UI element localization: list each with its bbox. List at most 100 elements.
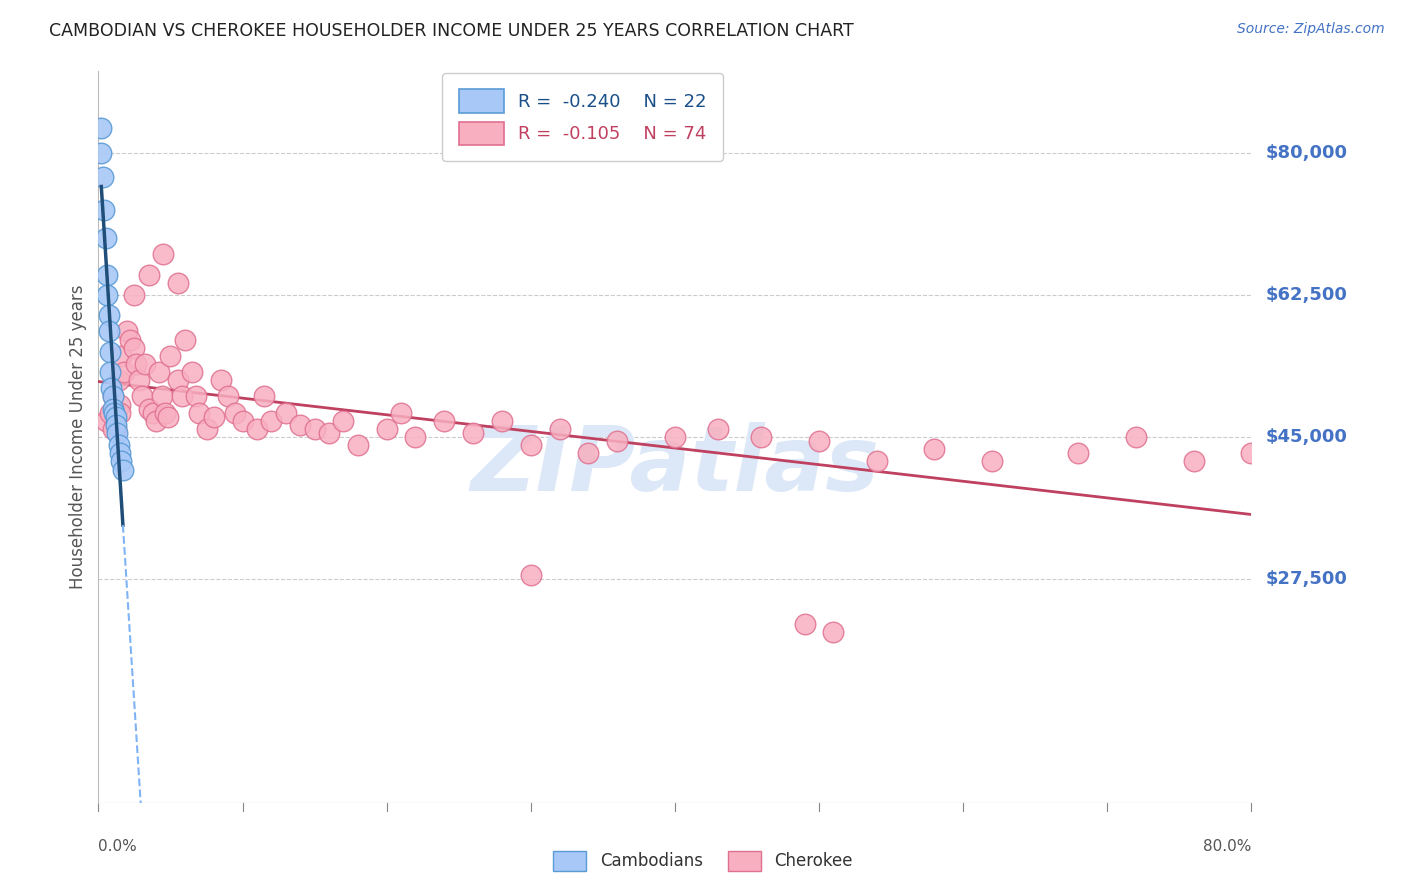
Point bbox=[103, 406, 125, 420]
Legend: Cambodians, Cherokee: Cambodians, Cherokee bbox=[544, 842, 862, 880]
Point bbox=[866, 454, 889, 468]
Point bbox=[188, 406, 211, 420]
Point bbox=[606, 434, 628, 449]
Text: $27,500: $27,500 bbox=[1265, 570, 1347, 589]
Point bbox=[170, 389, 193, 403]
Point bbox=[124, 288, 146, 302]
Point bbox=[96, 288, 118, 302]
Point bbox=[332, 414, 354, 428]
Point bbox=[217, 389, 239, 403]
Point bbox=[209, 373, 232, 387]
Point bbox=[290, 417, 312, 432]
Text: $45,000: $45,000 bbox=[1265, 428, 1347, 446]
Point bbox=[104, 409, 127, 424]
Point bbox=[110, 349, 132, 363]
Point bbox=[491, 414, 513, 428]
Text: $62,500: $62,500 bbox=[1265, 285, 1347, 304]
Text: 80.0%: 80.0% bbox=[1204, 839, 1251, 855]
Point bbox=[97, 308, 120, 322]
Point bbox=[93, 202, 115, 217]
Point bbox=[793, 617, 815, 632]
Point bbox=[98, 406, 121, 420]
Point bbox=[97, 325, 120, 339]
Point bbox=[152, 247, 174, 261]
Point bbox=[101, 401, 124, 416]
Legend: R =  -0.240    N = 22, R =  -0.105    N = 74: R = -0.240 N = 22, R = -0.105 N = 74 bbox=[443, 73, 723, 161]
Point bbox=[202, 409, 225, 424]
Point bbox=[94, 231, 117, 245]
Point bbox=[110, 454, 132, 468]
Point bbox=[108, 406, 131, 420]
Point bbox=[224, 406, 246, 420]
Point bbox=[166, 373, 188, 387]
Point bbox=[461, 425, 484, 440]
Point bbox=[405, 430, 427, 444]
Point bbox=[98, 344, 121, 359]
Point bbox=[94, 414, 117, 428]
Point bbox=[346, 438, 368, 452]
Point bbox=[101, 389, 124, 403]
Text: Source: ZipAtlas.com: Source: ZipAtlas.com bbox=[1237, 22, 1385, 37]
Point bbox=[707, 422, 730, 436]
Point bbox=[318, 425, 340, 440]
Point bbox=[433, 414, 456, 428]
Text: 0.0%: 0.0% bbox=[98, 839, 138, 855]
Point bbox=[1182, 454, 1205, 468]
Point bbox=[922, 442, 945, 457]
Point bbox=[231, 414, 254, 428]
Point bbox=[807, 434, 830, 449]
Point bbox=[134, 357, 156, 371]
Point bbox=[120, 333, 142, 347]
Point bbox=[1067, 446, 1090, 460]
Point bbox=[1240, 446, 1263, 460]
Point bbox=[124, 341, 146, 355]
Point bbox=[125, 357, 148, 371]
Y-axis label: Householder Income Under 25 years: Householder Income Under 25 years bbox=[69, 285, 87, 590]
Text: CAMBODIAN VS CHEROKEE HOUSEHOLDER INCOME UNDER 25 YEARS CORRELATION CHART: CAMBODIAN VS CHEROKEE HOUSEHOLDER INCOME… bbox=[49, 22, 853, 40]
Text: $80,000: $80,000 bbox=[1265, 144, 1347, 161]
Point bbox=[117, 325, 138, 339]
Point bbox=[104, 417, 127, 432]
Point bbox=[664, 430, 686, 444]
Point bbox=[159, 349, 181, 363]
Point bbox=[145, 414, 167, 428]
Point bbox=[304, 422, 326, 436]
Point bbox=[91, 169, 114, 184]
Point bbox=[107, 373, 129, 387]
Point bbox=[138, 268, 160, 282]
Text: ZIPatlas: ZIPatlas bbox=[471, 422, 879, 510]
Point bbox=[107, 438, 129, 452]
Point bbox=[389, 406, 412, 420]
Point bbox=[90, 145, 112, 160]
Point bbox=[274, 406, 297, 420]
Point bbox=[104, 422, 127, 436]
Point bbox=[148, 365, 170, 379]
Point bbox=[520, 438, 543, 452]
Point bbox=[108, 446, 131, 460]
Point bbox=[195, 422, 218, 436]
Point bbox=[174, 333, 197, 347]
Point bbox=[253, 389, 276, 403]
Point bbox=[751, 430, 773, 444]
Point bbox=[246, 422, 269, 436]
Point bbox=[153, 406, 176, 420]
Point bbox=[375, 422, 398, 436]
Point bbox=[105, 425, 128, 440]
Point bbox=[166, 276, 188, 290]
Point bbox=[101, 389, 124, 403]
Point bbox=[112, 365, 135, 379]
Point bbox=[578, 446, 600, 460]
Point bbox=[548, 422, 571, 436]
Point bbox=[260, 414, 283, 428]
Point bbox=[1125, 430, 1147, 444]
Point bbox=[98, 365, 121, 379]
Point bbox=[96, 268, 118, 282]
Point bbox=[138, 401, 160, 416]
Point bbox=[156, 409, 179, 424]
Point bbox=[823, 625, 845, 640]
Point bbox=[520, 568, 543, 582]
Point bbox=[90, 121, 112, 136]
Point bbox=[108, 398, 131, 412]
Point bbox=[111, 462, 134, 476]
Point bbox=[981, 454, 1004, 468]
